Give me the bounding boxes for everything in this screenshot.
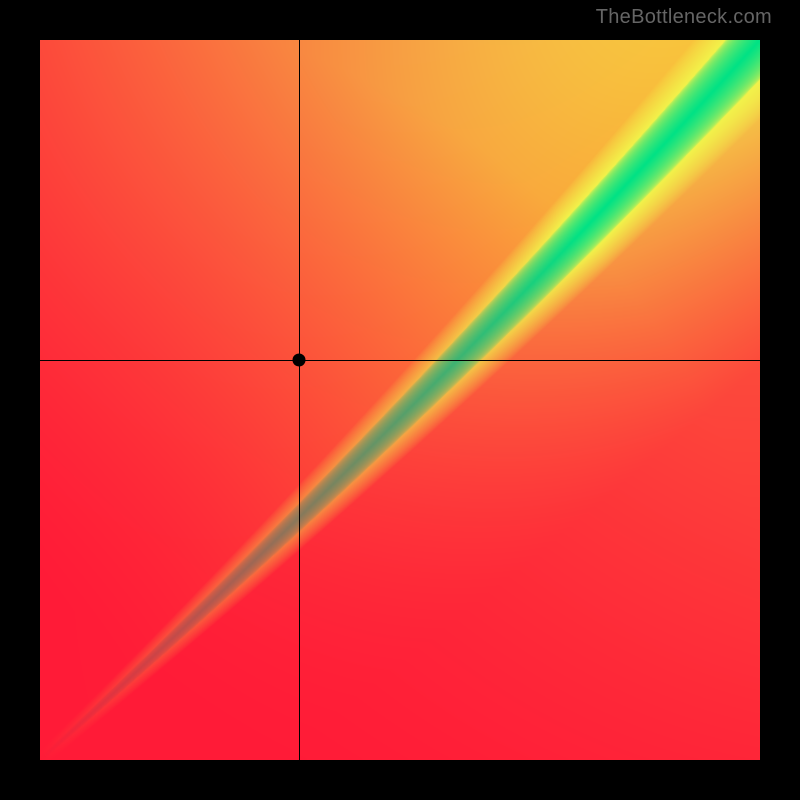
heatmap-plot — [40, 40, 760, 760]
crosshair-vertical — [299, 40, 300, 760]
watermark-text: TheBottleneck.com — [596, 6, 772, 29]
crosshair-marker-dot — [292, 353, 305, 366]
crosshair-horizontal — [40, 360, 760, 361]
heatmap-canvas — [40, 40, 760, 760]
